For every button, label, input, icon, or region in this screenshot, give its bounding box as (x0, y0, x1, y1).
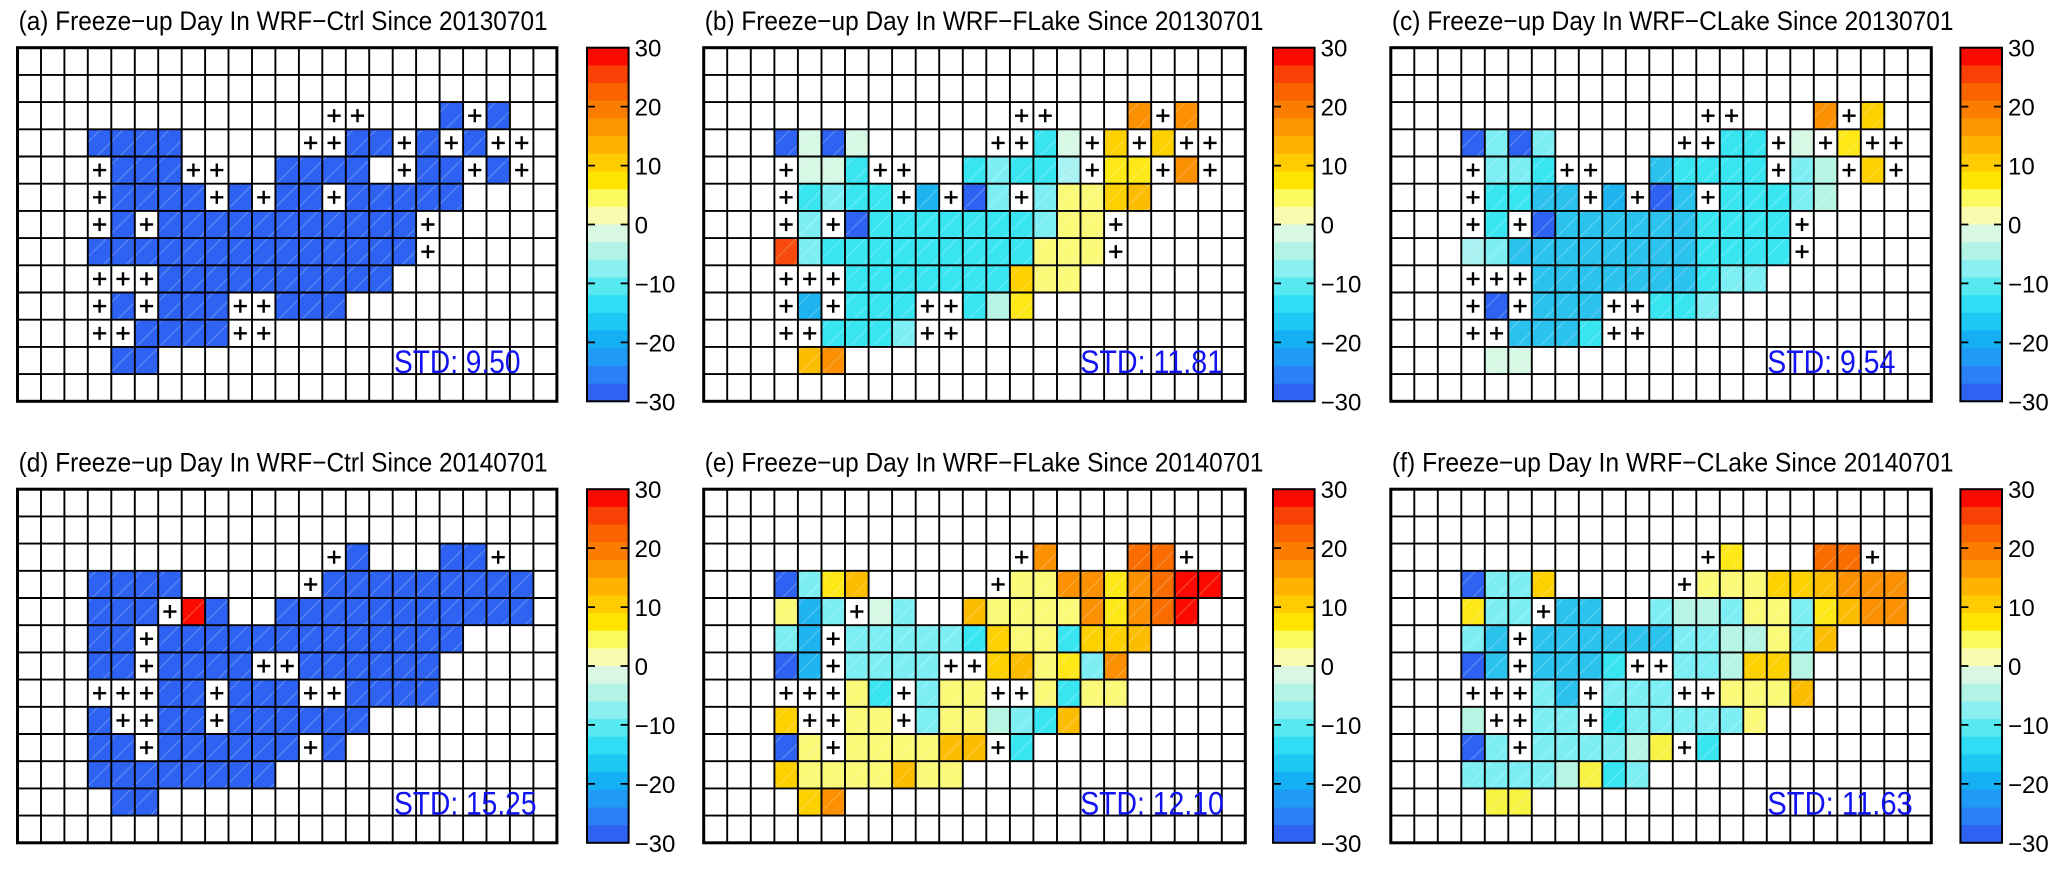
svg-text:20: 20 (635, 536, 662, 563)
svg-text:10: 10 (635, 595, 662, 622)
svg-text:(f) Freeze−up Day In WRF−CLake: (f) Freeze−up Day In WRF−CLake Since 201… (1392, 448, 1954, 478)
svg-text:(e) Freeze−up Day In WRF−FLake: (e) Freeze−up Day In WRF−FLake Since 201… (705, 448, 1264, 478)
svg-text:0: 0 (2008, 654, 2021, 681)
svg-text:30: 30 (1321, 477, 1348, 504)
svg-text:−10: −10 (1321, 271, 1362, 298)
svg-text:20: 20 (2008, 95, 2035, 122)
svg-text:0: 0 (1321, 654, 1334, 681)
svg-text:STD: 12.10: STD: 12.10 (1080, 786, 1224, 822)
svg-text:−20: −20 (2008, 772, 2049, 799)
svg-text:−20: −20 (1321, 330, 1362, 357)
svg-text:20: 20 (2008, 536, 2035, 563)
svg-text:30: 30 (1321, 36, 1348, 63)
svg-text:−30: −30 (635, 389, 676, 416)
svg-text:−30: −30 (635, 831, 676, 858)
svg-text:STD: 9.54: STD: 9.54 (1767, 344, 1895, 380)
svg-text:10: 10 (635, 154, 662, 181)
svg-text:30: 30 (2008, 36, 2035, 63)
svg-text:10: 10 (1321, 595, 1348, 622)
svg-text:−10: −10 (635, 713, 676, 740)
svg-text:−30: −30 (1321, 831, 1362, 858)
svg-text:−30: −30 (2008, 389, 2049, 416)
svg-text:−10: −10 (635, 271, 676, 298)
svg-text:(a) Freeze−up Day In WRF−Ctrl: (a) Freeze−up Day In WRF−Ctrl Since 2013… (19, 6, 548, 36)
svg-text:0: 0 (1321, 213, 1334, 240)
svg-text:20: 20 (1321, 536, 1348, 563)
svg-text:STD: 15.25: STD: 15.25 (394, 786, 537, 822)
svg-text:−20: −20 (1321, 772, 1362, 799)
svg-text:STD: 11.63: STD: 11.63 (1767, 786, 1913, 822)
svg-text:−20: −20 (635, 330, 676, 357)
svg-text:10: 10 (2008, 595, 2035, 622)
svg-text:−20: −20 (2008, 330, 2049, 357)
svg-text:STD: 11.81: STD: 11.81 (1080, 344, 1223, 380)
svg-text:20: 20 (635, 95, 662, 122)
svg-text:0: 0 (635, 654, 648, 681)
svg-text:−20: −20 (635, 772, 676, 799)
svg-text:−10: −10 (2008, 713, 2049, 740)
svg-text:−30: −30 (1321, 389, 1362, 416)
svg-text:(b) Freeze−up Day In WRF−FLake: (b) Freeze−up Day In WRF−FLake Since 201… (705, 6, 1264, 36)
svg-text:−30: −30 (2008, 831, 2049, 858)
svg-text:STD: 9.50: STD: 9.50 (394, 344, 521, 380)
svg-text:10: 10 (1321, 154, 1348, 181)
svg-text:(c) Freeze−up Day In WRF−CLake: (c) Freeze−up Day In WRF−CLake Since 201… (1392, 6, 1954, 36)
svg-text:(d) Freeze−up Day In WRF−Ctrl: (d) Freeze−up Day In WRF−Ctrl Since 2014… (19, 448, 548, 478)
svg-text:30: 30 (635, 36, 662, 63)
svg-text:10: 10 (2008, 154, 2035, 181)
svg-text:30: 30 (2008, 477, 2035, 504)
svg-text:30: 30 (635, 477, 662, 504)
svg-text:0: 0 (635, 213, 648, 240)
svg-text:20: 20 (1321, 95, 1348, 122)
svg-text:−10: −10 (1321, 713, 1362, 740)
svg-text:0: 0 (2008, 213, 2021, 240)
svg-text:−10: −10 (2008, 271, 2049, 298)
